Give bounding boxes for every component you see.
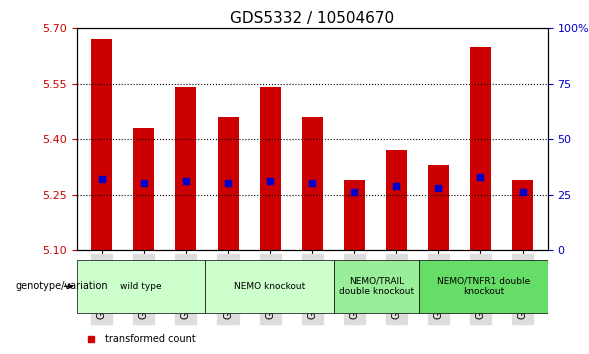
Bar — [176, 87, 197, 250]
Bar — [512, 180, 533, 250]
Bar — [133, 128, 154, 250]
Bar — [91, 39, 112, 250]
Text: NEMO knockout: NEMO knockout — [234, 282, 305, 291]
Bar — [470, 47, 491, 250]
FancyBboxPatch shape — [419, 259, 548, 313]
Text: NEMO/TNFR1 double
knockout: NEMO/TNFR1 double knockout — [437, 276, 530, 296]
Bar — [344, 180, 365, 250]
Bar — [386, 150, 407, 250]
Text: NEMO/TRAIL
double knockout: NEMO/TRAIL double knockout — [339, 276, 414, 296]
Text: genotype/variation: genotype/variation — [15, 281, 108, 291]
FancyBboxPatch shape — [205, 259, 333, 313]
Bar — [302, 117, 323, 250]
Title: GDS5332 / 10504670: GDS5332 / 10504670 — [230, 11, 394, 26]
Text: transformed count: transformed count — [105, 334, 196, 344]
Bar — [428, 165, 449, 250]
FancyBboxPatch shape — [77, 259, 205, 313]
Bar — [260, 87, 280, 250]
FancyBboxPatch shape — [333, 259, 419, 313]
Bar — [217, 117, 239, 250]
Text: wild type: wild type — [120, 282, 161, 291]
